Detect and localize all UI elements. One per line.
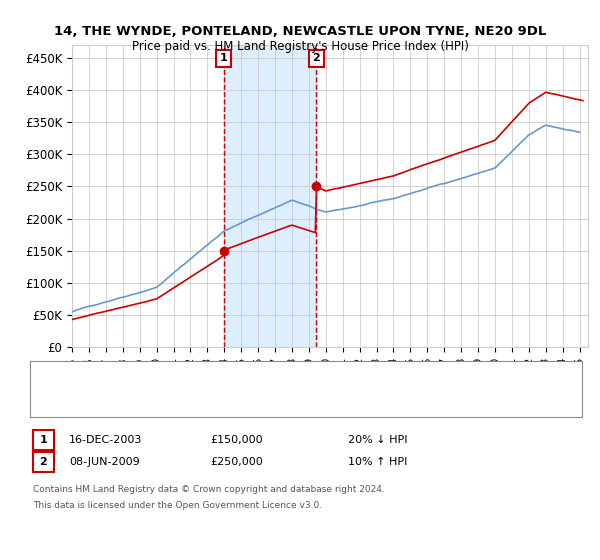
Text: 1: 1 [40,435,47,445]
Text: 1: 1 [220,53,227,63]
Text: 2: 2 [313,53,320,63]
Text: HPI: Average price, detached house, Northumberland: HPI: Average price, detached house, Nort… [81,384,343,394]
Text: 2: 2 [40,457,47,467]
Text: 10% ↑ HPI: 10% ↑ HPI [348,457,407,467]
Text: 14, THE WYNDE, PONTELAND, NEWCASTLE UPON TYNE, NE20 9DL: 14, THE WYNDE, PONTELAND, NEWCASTLE UPON… [54,25,546,38]
Bar [224,45,316,347]
Text: 16-DEC-2003: 16-DEC-2003 [69,435,142,445]
Text: £150,000: £150,000 [210,435,263,445]
Text: 14, THE WYNDE, PONTELAND, NEWCASTLE UPON TYNE, NE20 9DL (detached house): 14, THE WYNDE, PONTELAND, NEWCASTLE UPON… [81,367,495,377]
Text: This data is licensed under the Open Government Licence v3.0.: This data is licensed under the Open Gov… [33,501,322,510]
Text: 08-JUN-2009: 08-JUN-2009 [69,457,140,467]
Text: £250,000: £250,000 [210,457,263,467]
Text: Price paid vs. HM Land Registry's House Price Index (HPI): Price paid vs. HM Land Registry's House … [131,40,469,53]
Text: 20% ↓ HPI: 20% ↓ HPI [348,435,407,445]
Text: Contains HM Land Registry data © Crown copyright and database right 2024.: Contains HM Land Registry data © Crown c… [33,486,385,494]
